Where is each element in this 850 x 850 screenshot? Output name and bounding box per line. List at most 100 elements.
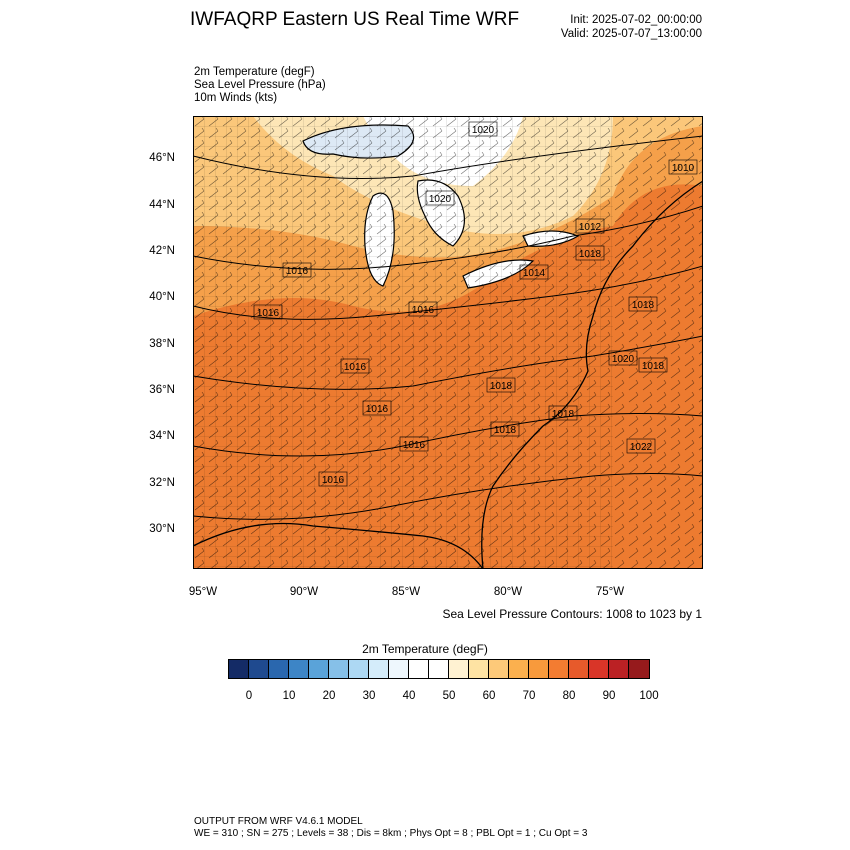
map-panel: 1020 1020 1010 1016 1014 1012 1018 1016 1016 1018… [193,116,703,569]
svg-text:1018: 1018 [490,381,513,392]
svg-text:1018: 1018 [552,409,575,420]
lon-label: 95°W [188,586,218,598]
svg-text:1016: 1016 [286,266,309,277]
colorbar-swatch [449,660,469,678]
lat-label: 34°N [149,430,175,442]
isobar-label: 1016 [362,400,392,416]
lon-label: 80°W [493,586,523,598]
isobar-contours [193,135,703,520]
colorbar-tick-label: 30 [362,690,376,702]
field-label-temperature: 2m Temperature (degF) [194,66,315,78]
map-frame [193,116,703,569]
colorbar-swatch [509,660,529,678]
lat-label: 32°N [149,477,175,489]
svg-text:1016: 1016 [322,475,345,486]
svg-text:1016: 1016 [403,440,426,451]
lat-label: 36°N [149,384,175,396]
wind-barbs [193,116,703,569]
lat-label: 44°N [149,199,175,211]
isobar-label: 1018 [638,357,668,373]
isobar-label: 1012 [575,218,605,234]
isobar-label: 1014 [519,264,549,280]
lat-label: 30°N [149,523,175,535]
model-info: OUTPUT FROM WRF V4.6.1 MODEL [194,816,363,827]
colorbar-swatch [609,660,629,678]
isobar-label: 1022 [626,438,656,454]
svg-text:1022: 1022 [630,442,653,453]
isobar-label: 1016 [318,471,348,487]
colorbar-title: 2m Temperature (degF) [362,642,488,656]
svg-text:1016: 1016 [344,362,367,373]
isobar-label: 1016 [340,358,370,374]
svg-text:1016: 1016 [257,308,280,319]
colorbar-swatch [289,660,309,678]
colorbar-tick-label: 50 [442,690,456,702]
colorbar-swatch [309,660,329,678]
init-time: Init: 2025-07-02_00:00:00 [570,14,702,26]
model-config: WE = 310 ; SN = 275 ; Levels = 38 ; Dis … [194,828,588,839]
colorbar-swatch [329,660,349,678]
colorbar-tick-label: 60 [482,690,496,702]
isobar-label: 1016 [408,301,438,317]
colorbar-swatch [249,660,269,678]
colorbar-swatch [369,660,389,678]
svg-text:1014: 1014 [523,268,546,279]
colorbar-swatch [269,660,289,678]
colorbar-swatch [629,660,649,678]
colorbar-swatch [469,660,489,678]
colorbar-swatch [549,660,569,678]
isobar-label: 1020 [425,190,455,206]
isobar-label: 1016 [253,304,283,320]
svg-text:1018: 1018 [642,361,665,372]
svg-text:1020: 1020 [472,125,495,136]
colorbar-swatch [489,660,509,678]
colorbar-swatch [429,660,449,678]
colorbar-tick-label: 20 [322,690,336,702]
lat-label: 40°N [149,291,175,303]
isobar-label: 1018 [548,405,578,421]
isobar-label: 1016 [282,262,312,278]
svg-text:1018: 1018 [579,249,602,260]
isobar-label: 1018 [575,245,605,261]
colorbar-swatch [589,660,609,678]
isobar-label: 1018 [628,296,658,312]
isobar-label: 1016 [399,436,429,452]
colorbar-tick-label: 0 [245,690,253,702]
colorbar-tick-label: 10 [282,690,296,702]
lon-label: 75°W [595,586,625,598]
svg-text:1020: 1020 [429,194,452,205]
field-label-pressure: Sea Level Pressure (hPa) [194,79,326,91]
lon-label: 90°W [289,586,319,598]
lat-label: 46°N [149,152,175,164]
svg-text:1018: 1018 [632,300,655,311]
colorbar-swatch [349,660,369,678]
contour-note: Sea Level Pressure Contours: 1008 to 102… [442,607,703,621]
valid-time: Valid: 2025-07-07_13:00:00 [560,28,702,40]
svg-text:1018: 1018 [494,425,517,436]
isobar-label: 1020 [468,121,498,137]
colorbar-swatch [409,660,429,678]
lon-label: 85°W [391,586,421,598]
colorbar-swatch [529,660,549,678]
svg-text:1016: 1016 [366,404,389,415]
svg-text:1010: 1010 [672,163,695,174]
colorbar-tick-label: 80 [562,690,576,702]
plot-title: IWFAQRP Eastern US Real Time WRF [190,9,520,30]
field-label-winds: 10m Winds (kts) [194,92,278,104]
isobar-label: 1018 [486,377,516,393]
colorbar-tick-label: 100 [639,690,659,702]
svg-text:1020: 1020 [612,354,635,365]
isobar-label: 1010 [668,159,698,175]
isobar-label: 1018 [490,421,520,437]
lat-label: 38°N [149,338,175,350]
colorbar-tick-label: 90 [602,690,616,702]
svg-text:1012: 1012 [579,222,602,233]
colorbar-swatch [389,660,409,678]
weather-map: 1020 1020 1010 1016 1014 1012 1018 1016 1016 1018… [193,116,703,569]
colorbar [228,659,650,679]
isobar-label: 1020 [608,350,638,366]
colorbar-tick-label: 70 [522,690,536,702]
colorbar-tick-label: 40 [402,690,416,702]
svg-text:1016: 1016 [412,305,435,316]
lat-label: 42°N [149,245,175,257]
